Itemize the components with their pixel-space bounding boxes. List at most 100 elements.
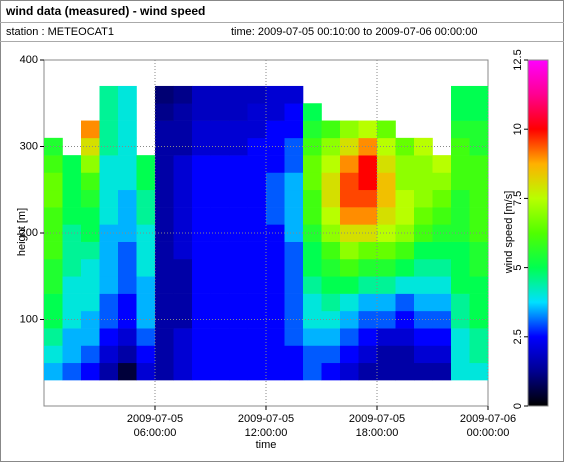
heat-cell [303, 276, 322, 294]
heat-cell [284, 120, 304, 139]
heat-cell [99, 241, 119, 260]
heat-cell [118, 276, 137, 294]
heat-cell [173, 155, 193, 173]
heat-cell [247, 189, 267, 208]
heat-cell [432, 172, 452, 191]
heat-cell [358, 137, 378, 156]
heat-cell [284, 172, 304, 191]
heat-cell [62, 207, 82, 225]
heat-cell [469, 310, 489, 329]
heat-cell [99, 328, 119, 346]
heat-cell [173, 258, 193, 277]
heat-cell [451, 362, 470, 381]
heat-cell [321, 276, 341, 294]
heat-cell [284, 155, 304, 173]
heat-cell [44, 258, 63, 277]
x-tick-label: 2009-07-06 00:00:00 [460, 413, 516, 439]
heat-cell [266, 362, 285, 381]
heat-cell [377, 241, 396, 260]
heat-cell [303, 241, 322, 260]
heat-cell [303, 172, 322, 191]
heat-cell [136, 224, 156, 242]
heat-cell [118, 155, 137, 173]
heat-cell [155, 241, 174, 260]
heat-cell [136, 310, 156, 329]
heat-cell [247, 103, 267, 121]
heat-cell [44, 241, 63, 260]
heat-cell [62, 172, 82, 191]
heat-cell [192, 362, 211, 381]
heat-cell [173, 276, 193, 294]
heat-cell [81, 345, 100, 364]
heat-cell [44, 362, 63, 381]
heat-cell [414, 224, 433, 242]
heat-cell [247, 310, 267, 329]
heat-cell [44, 172, 63, 191]
heat-cell [469, 189, 489, 208]
heat-cell [432, 258, 452, 277]
heat-cell [303, 345, 322, 364]
heat-cell [340, 362, 359, 381]
heat-cell [210, 362, 230, 381]
heat-cell [414, 241, 433, 260]
heat-cell [340, 120, 359, 139]
heat-cell [340, 155, 359, 173]
heat-cell [192, 189, 211, 208]
heat-cell [358, 293, 378, 312]
heat-cell [229, 172, 248, 191]
heat-cell [414, 362, 433, 381]
heat-cell [395, 172, 415, 191]
colorbar-tick-label: 7.5 [512, 191, 524, 206]
heat-cell [321, 189, 341, 208]
colorbar-tick-label: 0 [512, 403, 524, 409]
heat-cell [210, 310, 230, 329]
heat-cell [192, 155, 211, 173]
heat-cell [118, 310, 137, 329]
heat-cell [414, 155, 433, 173]
heat-cell [432, 310, 452, 329]
heat-cell [118, 241, 137, 260]
heat-cell [321, 258, 341, 277]
heat-cell [247, 276, 267, 294]
heat-cell [340, 241, 359, 260]
heat-cell [192, 224, 211, 242]
heat-cell [155, 85, 174, 104]
heat-cell [192, 293, 211, 312]
chart-title: wind data (measured) - wind speed [5, 4, 205, 18]
heat-cell [321, 328, 341, 346]
heat-cell [136, 241, 156, 260]
heat-cell [81, 155, 100, 173]
heat-cell [44, 328, 63, 346]
heat-cell [358, 172, 378, 191]
heat-cell [62, 345, 82, 364]
heat-cell [469, 207, 489, 225]
heat-cell [210, 103, 230, 121]
heat-cell [99, 362, 119, 381]
heat-cell [432, 155, 452, 173]
colorbar-label: wind speed [m/s] [503, 191, 515, 275]
heat-cell [377, 362, 396, 381]
heat-cell [81, 224, 100, 242]
heat-cell [358, 207, 378, 225]
heat-cell [284, 345, 304, 364]
heat-cell [414, 345, 433, 364]
y-axis-label: height [m] [16, 208, 28, 256]
heat-cell [266, 241, 285, 260]
heat-cell [62, 293, 82, 312]
time-range: time: 2009-07-05 00:10:00 to 2009-07-06 … [231, 26, 477, 38]
heat-cell [432, 328, 452, 346]
heat-cell [303, 103, 322, 121]
heat-cell [266, 207, 285, 225]
heat-cell [155, 276, 174, 294]
colorbar [527, 59, 549, 407]
heat-cell [451, 189, 470, 208]
heat-cell [284, 293, 304, 312]
heat-cell [451, 85, 470, 104]
heat-cell [118, 85, 137, 104]
heat-cell [377, 276, 396, 294]
heat-cell [229, 345, 248, 364]
heat-cell [44, 207, 63, 225]
heat-cell [469, 293, 489, 312]
heat-cell [303, 120, 322, 139]
heat-cell [229, 155, 248, 173]
